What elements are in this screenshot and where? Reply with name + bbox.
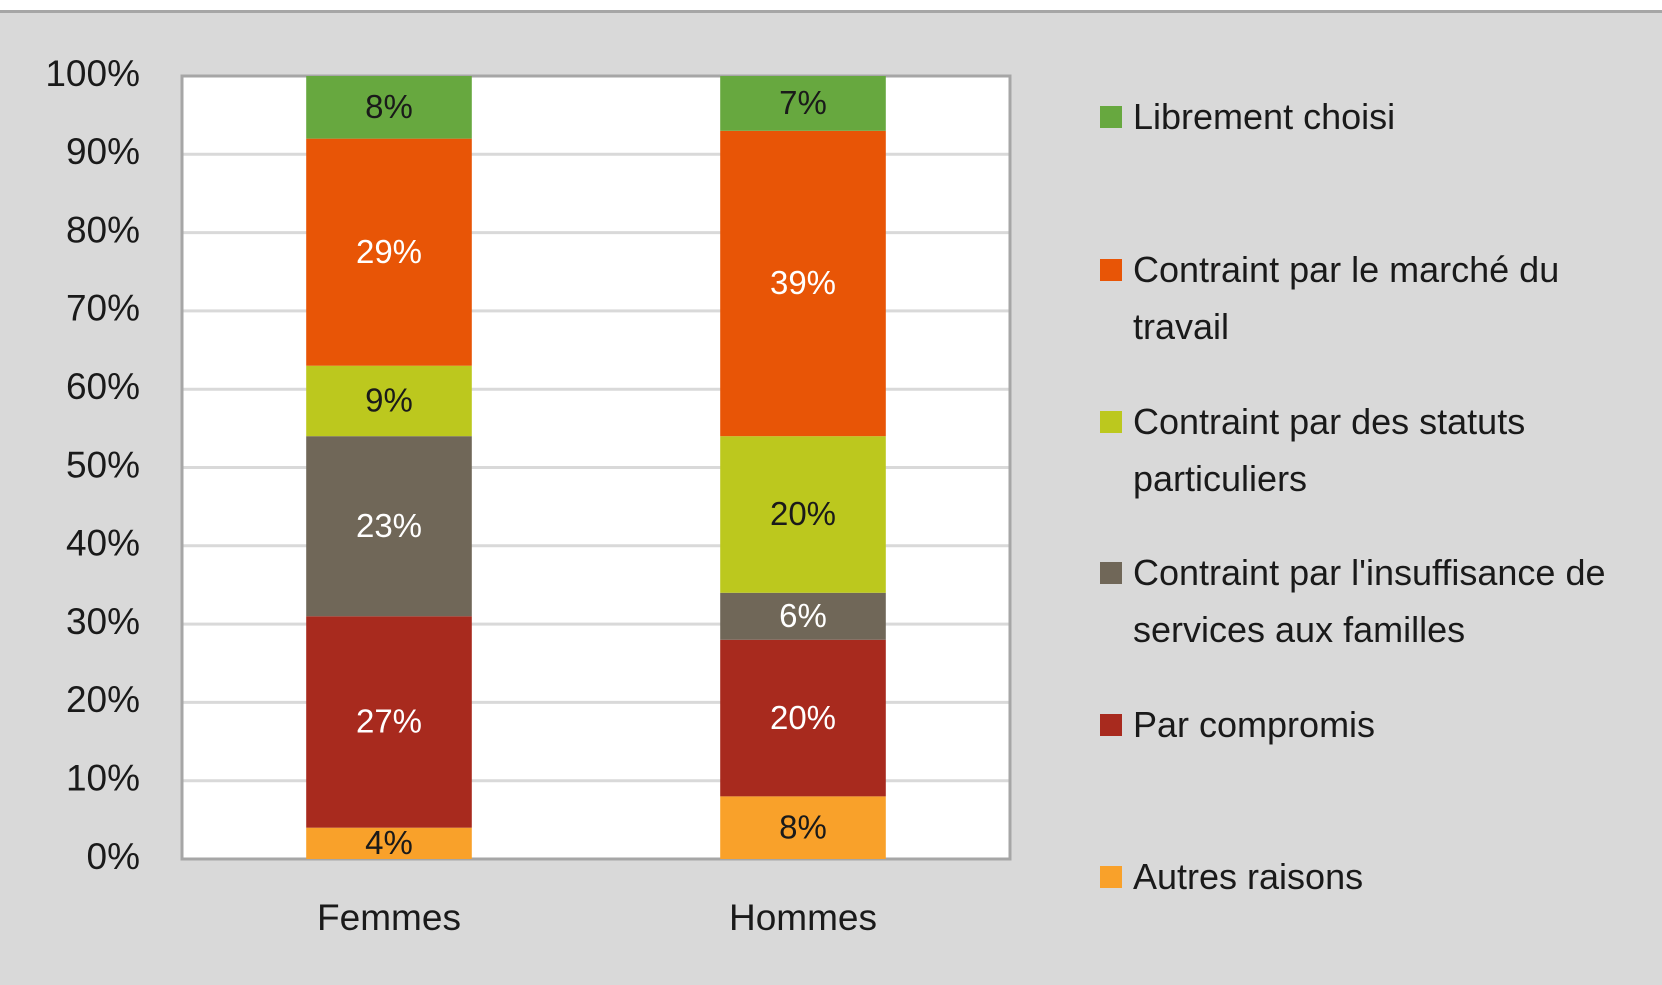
- legend-item: Contraint par l'insuffisance de services…: [1100, 544, 1640, 658]
- plot-border: [180, 74, 1012, 861]
- y-tick-label: 100%: [45, 53, 140, 94]
- y-tick-label: 50%: [66, 444, 140, 485]
- legend-swatch: [1100, 562, 1122, 584]
- legend-swatch: [1100, 259, 1122, 281]
- x-tick-label: Femmes: [317, 897, 461, 938]
- y-tick-label: 20%: [66, 679, 140, 720]
- legend-item: Librement choisi: [1100, 88, 1640, 145]
- legend-swatch: [1100, 866, 1122, 888]
- data-label: 9%: [365, 382, 413, 419]
- bar-segment: [306, 436, 472, 617]
- bar-segment: [720, 639, 886, 797]
- x-tick-label: Hommes: [729, 897, 877, 938]
- y-tick-label: 90%: [66, 131, 140, 172]
- data-label: 27%: [356, 703, 422, 740]
- y-tick-label: 0%: [87, 836, 140, 877]
- data-label: 8%: [779, 808, 827, 845]
- y-tick-label: 80%: [66, 209, 140, 250]
- y-tick-label: 40%: [66, 523, 140, 564]
- legend-label: Autres raisons: [1133, 856, 1364, 897]
- data-label: 4%: [365, 824, 413, 861]
- legend-swatch: [1100, 411, 1122, 433]
- data-label: 29%: [356, 233, 422, 270]
- legend-swatch: [1100, 106, 1122, 128]
- y-tick-label: 10%: [66, 757, 140, 798]
- bar-segment: [306, 138, 472, 366]
- legend-swatch: [1100, 714, 1122, 736]
- data-label: 8%: [365, 88, 413, 125]
- bar-segment: [306, 616, 472, 828]
- bar-segment: [720, 592, 886, 640]
- data-label: 23%: [356, 507, 422, 544]
- y-tick-label: 60%: [66, 366, 140, 407]
- data-label: 6%: [779, 597, 827, 634]
- legend-item: Autres raisons: [1100, 848, 1640, 905]
- legend-label: Contraint par le marché du travail: [1133, 249, 1560, 347]
- bar-segment: [306, 827, 472, 859]
- legend-label: Par compromis: [1133, 704, 1376, 745]
- bar-segment: [306, 365, 472, 437]
- data-label: 7%: [779, 84, 827, 121]
- bar-segment: [720, 796, 886, 859]
- bar-segment: [306, 76, 472, 139]
- data-label: 20%: [770, 495, 836, 532]
- bar-segment: [720, 436, 886, 593]
- y-tick-label: 70%: [66, 288, 140, 329]
- y-tick-label: 30%: [66, 601, 140, 642]
- legend-label: Librement choisi: [1133, 96, 1396, 137]
- bar-segment: [720, 130, 886, 437]
- data-label: 39%: [770, 264, 836, 301]
- legend-item: Contraint par des statuts particuliers: [1100, 393, 1640, 507]
- legend-item: Contraint par le marché du travail: [1100, 241, 1640, 355]
- data-label: 20%: [770, 699, 836, 736]
- legend-label: Contraint par l'insuffisance de services…: [1133, 552, 1606, 650]
- legend-label: Contraint par des statuts particuliers: [1133, 401, 1526, 499]
- bar-segment: [720, 76, 886, 131]
- legend-item: Par compromis: [1100, 696, 1640, 753]
